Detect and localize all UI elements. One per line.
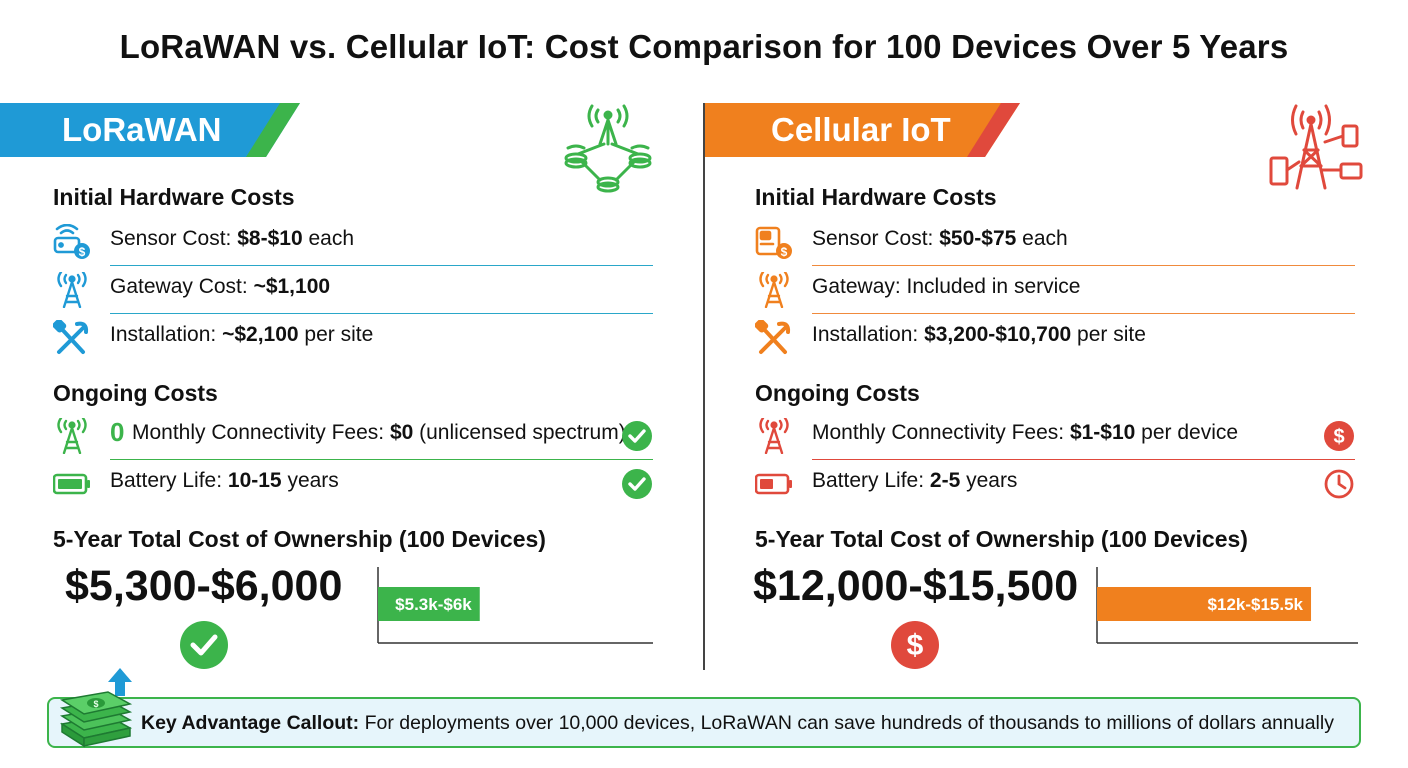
lorawan-sensor-text: Sensor Cost: $8-$10 each: [110, 227, 354, 250]
cellular-battery-row: Battery Life: 2-5 years: [754, 460, 1355, 508]
panel-divider: [703, 103, 705, 670]
dollar-icon: $: [890, 620, 940, 670]
cellular-banner-label: Cellular IoT: [771, 111, 951, 148]
antenna-icon: [53, 416, 91, 455]
lorawan-banner-shape: [0, 103, 300, 157]
lorawan-ongoing-heading: Ongoing Costs: [53, 380, 218, 406]
lorawan-installation-text: Installation: ~$2,100 per site: [110, 323, 374, 346]
callout-text: Key Advantage Callout: For deployments o…: [141, 712, 1334, 734]
sensor-dollar-icon: $: [755, 224, 793, 260]
lorawan-gateway-row: Gateway Cost: ~$1,100: [53, 266, 653, 314]
money-stack-up-icon: $: [58, 666, 134, 748]
cellular-panel: Cellular IoT Initial Hardware Costs $: [705, 0, 1408, 680]
svg-text:$: $: [79, 245, 86, 259]
cellular-hardware-heading: Initial Hardware Costs: [755, 184, 997, 210]
check-icon: [179, 620, 229, 670]
lorawan-sensor-row: $ Sensor Cost: $8-$10 each: [53, 218, 653, 266]
check-icon: [621, 420, 653, 452]
gateway-tower-icon: [755, 270, 793, 309]
clock-icon: [1323, 468, 1355, 500]
battery-full-icon: [52, 466, 91, 502]
cellular-ongoing-heading: Ongoing Costs: [755, 380, 920, 406]
row-divider: [110, 312, 653, 314]
gateway-tower-icon: [53, 270, 91, 309]
lorawan-banner-label: LoRaWAN: [62, 111, 222, 148]
sensor-dollar-icon: $: [53, 223, 91, 260]
network-antenna-icon: [560, 100, 656, 201]
cost-bar-label: $12k-$15.5k: [1208, 595, 1304, 614]
lorawan-installation-row: Installation: ~$2,100 per site: [52, 314, 653, 362]
lorawan-panel: LoRaWAN Initial Hardware Costs $: [0, 0, 703, 680]
cellular-battery-text: Battery Life: 2-5 years: [812, 469, 1018, 492]
lorawan-hardware-heading: Initial Hardware Costs: [53, 184, 295, 210]
cell-tower-devices-icon: [1265, 100, 1365, 201]
tools-icon: [52, 318, 91, 356]
cost-bar: [1097, 587, 1312, 621]
cost-bar: [378, 587, 480, 621]
cellular-banner-shape: [705, 103, 1020, 157]
lorawan-gateway-text: Gateway Cost: ~$1,100: [110, 275, 331, 298]
cellular-installation-text: Installation: $3,200-$10,700 per site: [812, 323, 1146, 346]
check-icon: [621, 468, 653, 500]
svg-text:$: $: [781, 245, 788, 259]
row-divider: [812, 458, 1355, 460]
cost-bar-label: $5.3k-$6k: [395, 595, 472, 614]
lorawan-tco-value: $5,300-$6,000: [65, 562, 343, 610]
lorawan-battery-row: Battery Life: 10-15 years: [52, 460, 653, 508]
lorawan-banner: LoRaWAN: [0, 103, 305, 157]
svg-text:$: $: [1333, 426, 1344, 448]
cellular-cost-bar-chart: $12k-$15.5k: [1095, 567, 1372, 645]
cellular-gateway-text: Gateway: Included in service: [812, 275, 1081, 298]
row-divider: [110, 264, 653, 266]
cellular-banner: Cellular IoT: [705, 103, 1023, 157]
svg-text:$: $: [93, 699, 98, 709]
page-title: LoRaWAN vs. Cellular IoT: Cost Compariso…: [119, 28, 1289, 65]
antenna-icon: [755, 416, 793, 455]
tools-icon: [754, 318, 793, 356]
lorawan-tco-heading: 5-Year Total Cost of Ownership (100 Devi…: [53, 526, 546, 552]
battery-low-icon: [754, 466, 793, 502]
lorawan-cost-bar-chart: $5.3k-$6k: [376, 567, 653, 645]
key-advantage-callout: Key Advantage Callout: For deployments o…: [47, 697, 1361, 748]
row-divider: [812, 264, 1355, 266]
lorawan-connectivity-text: Monthly Connectivity Fees: $0 (unlicense…: [132, 421, 626, 444]
cellular-sensor-row: $ Sensor Cost: $50-$75 each: [755, 218, 1355, 266]
cellular-connectivity-text: Monthly Connectivity Fees: $1-$10 per de…: [812, 421, 1239, 444]
cellular-connectivity-row: Monthly Connectivity Fees: $1-$10 per de…: [755, 412, 1355, 460]
dollar-icon: $: [1323, 420, 1355, 452]
lorawan-connectivity-row: 0 Monthly Connectivity Fees: $0 (unlicen…: [53, 412, 653, 460]
cellular-installation-row: Installation: $3,200-$10,700 per site: [754, 314, 1355, 362]
lorawan-battery-text: Battery Life: 10-15 years: [110, 469, 339, 492]
cellular-tco-value: $12,000-$15,500: [753, 562, 1079, 610]
row-divider: [812, 312, 1355, 314]
cellular-tco-heading: 5-Year Total Cost of Ownership (100 Devi…: [755, 526, 1248, 552]
row-divider: [110, 458, 653, 460]
cellular-gateway-row: Gateway: Included in service: [755, 266, 1355, 314]
svg-text:$: $: [907, 629, 924, 662]
zero-badge: 0: [110, 417, 125, 447]
cellular-sensor-text: Sensor Cost: $50-$75 each: [812, 227, 1068, 250]
